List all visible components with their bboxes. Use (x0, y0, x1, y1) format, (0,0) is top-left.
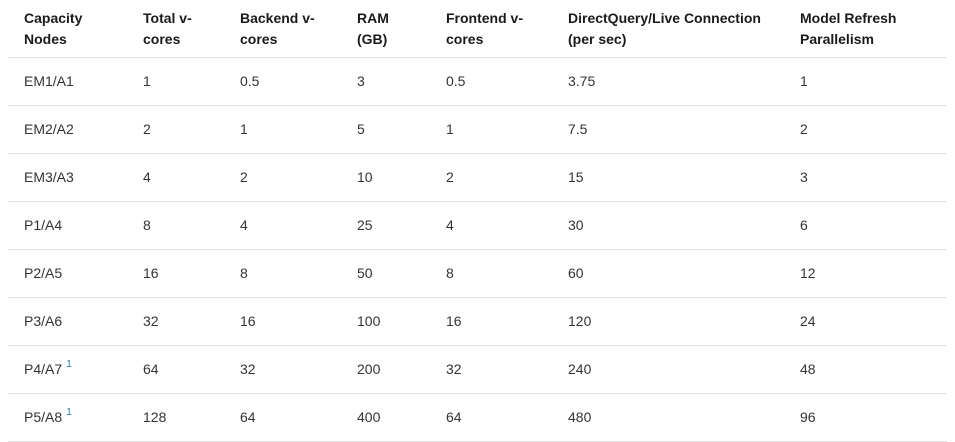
cell-total-v-cores: 16 (127, 249, 224, 298)
cell-directquery-live-connection: 15 (552, 153, 784, 202)
cell-ram-gb: 400 (341, 393, 430, 442)
cell-model-refresh-parallelism: 24 (784, 297, 947, 346)
capacity-node-cell: EM2/A2 (8, 105, 127, 154)
col-header-directquery-live-connection: DirectQuery/Live Connection (per sec) (552, 0, 784, 58)
cell-backend-v-cores: 1 (224, 105, 341, 154)
cell-frontend-v-cores: 16 (430, 297, 552, 346)
cell-backend-v-cores: 32 (224, 345, 341, 394)
capacity-node-label: P4/A7 (24, 361, 63, 377)
capacity-node-label: EM2/A2 (24, 121, 74, 137)
cell-frontend-v-cores: 1 (430, 105, 552, 154)
col-header-backend-v-cores: Backend v- cores (224, 0, 341, 58)
cell-directquery-live-connection: 240 (552, 345, 784, 394)
cell-directquery-live-connection: 7.5 (552, 105, 784, 154)
capacity-node-cell: P5/A8 1 (8, 393, 127, 442)
cell-model-refresh-parallelism: 2 (784, 105, 947, 154)
capacity-node-label: P5/A8 (24, 409, 63, 425)
capacity-node-label: EM3/A3 (24, 169, 74, 185)
cell-frontend-v-cores: 2 (430, 153, 552, 202)
cell-directquery-live-connection: 480 (552, 393, 784, 442)
cell-total-v-cores: 4 (127, 153, 224, 202)
table-row-p2-a5: P2/A5 16 8 50 8 60 12 (8, 249, 947, 298)
table-row-p4-a7: P4/A7 1 64 32 200 32 240 48 (8, 345, 947, 394)
cell-ram-gb: 10 (341, 153, 430, 202)
col-header-model-refresh-parallelism: Model Refresh Parallelism (784, 0, 947, 58)
cell-directquery-live-connection: 3.75 (552, 57, 784, 106)
capacity-node-cell: EM3/A3 (8, 153, 127, 202)
cell-total-v-cores: 8 (127, 201, 224, 250)
col-header-ram-gb: RAM (GB) (341, 0, 430, 58)
footnote-ref-1[interactable]: 1 (66, 358, 72, 371)
capacity-node-cell: P2/A5 (8, 249, 127, 298)
capacity-node-cell: P4/A7 1 (8, 345, 127, 394)
table-row-em1-a1: EM1/A1 1 0.5 3 0.5 3.75 1 (8, 57, 947, 106)
cell-frontend-v-cores: 8 (430, 249, 552, 298)
table-row-em2-a2: EM2/A2 2 1 5 1 7.5 2 (8, 105, 947, 154)
table-row-p1-a4: P1/A4 8 4 25 4 30 6 (8, 201, 947, 250)
capacity-node-label: P2/A5 (24, 265, 63, 281)
col-header-capacity-nodes: Capacity Nodes (8, 0, 127, 58)
table-row-p5-a8: P5/A8 1 128 64 400 64 480 96 (8, 393, 947, 442)
cell-model-refresh-parallelism: 1 (784, 57, 947, 106)
capacity-node-cell: P1/A4 (8, 201, 127, 250)
cell-model-refresh-parallelism: 6 (784, 201, 947, 250)
cell-backend-v-cores: 64 (224, 393, 341, 442)
col-header-total-v-cores: Total v- cores (127, 0, 224, 58)
cell-total-v-cores: 128 (127, 393, 224, 442)
table-row-em3-a3: EM3/A3 4 2 10 2 15 3 (8, 153, 947, 202)
cell-backend-v-cores: 2 (224, 153, 341, 202)
cell-backend-v-cores: 16 (224, 297, 341, 346)
cell-directquery-live-connection: 60 (552, 249, 784, 298)
col-header-frontend-v-cores: Frontend v- cores (430, 0, 552, 58)
cell-frontend-v-cores: 4 (430, 201, 552, 250)
cell-ram-gb: 50 (341, 249, 430, 298)
cell-model-refresh-parallelism: 48 (784, 345, 947, 394)
cell-ram-gb: 100 (341, 297, 430, 346)
cell-frontend-v-cores: 32 (430, 345, 552, 394)
cell-directquery-live-connection: 120 (552, 297, 784, 346)
cell-total-v-cores: 64 (127, 345, 224, 394)
cell-total-v-cores: 2 (127, 105, 224, 154)
capacity-node-label: P1/A4 (24, 217, 63, 233)
cell-ram-gb: 200 (341, 345, 430, 394)
table-row-p3-a6: P3/A6 32 16 100 16 120 24 (8, 297, 947, 346)
cell-model-refresh-parallelism: 12 (784, 249, 947, 298)
footnote-ref-1[interactable]: 1 (66, 406, 72, 419)
capacity-node-label: P3/A6 (24, 313, 63, 329)
capacity-sku-table: Capacity Nodes Total v- cores Backend v-… (8, 0, 947, 442)
capacity-node-label: EM1/A1 (24, 73, 74, 89)
cell-ram-gb: 25 (341, 201, 430, 250)
header-row: Capacity Nodes Total v- cores Backend v-… (8, 0, 947, 58)
cell-model-refresh-parallelism: 3 (784, 153, 947, 202)
cell-ram-gb: 3 (341, 57, 430, 106)
capacity-node-cell: P3/A6 (8, 297, 127, 346)
cell-backend-v-cores: 4 (224, 201, 341, 250)
cell-ram-gb: 5 (341, 105, 430, 154)
cell-total-v-cores: 1 (127, 57, 224, 106)
cell-frontend-v-cores: 0.5 (430, 57, 552, 106)
capacity-node-cell: EM1/A1 (8, 57, 127, 106)
cell-backend-v-cores: 0.5 (224, 57, 341, 106)
cell-model-refresh-parallelism: 96 (784, 393, 947, 442)
cell-frontend-v-cores: 64 (430, 393, 552, 442)
cell-total-v-cores: 32 (127, 297, 224, 346)
cell-directquery-live-connection: 30 (552, 201, 784, 250)
cell-backend-v-cores: 8 (224, 249, 341, 298)
